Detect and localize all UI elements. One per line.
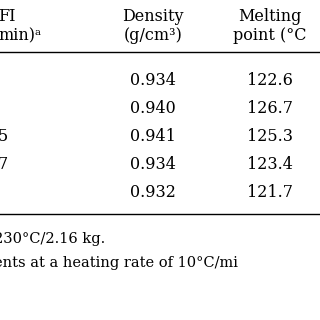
Text: (g/cm³): (g/cm³) xyxy=(124,27,182,44)
Text: Density: Density xyxy=(122,8,184,25)
Text: 230°C/2.16 kg.: 230°C/2.16 kg. xyxy=(0,232,105,246)
Text: 122.6: 122.6 xyxy=(247,72,293,89)
Text: 0.941: 0.941 xyxy=(130,128,176,145)
Text: ents at a heating rate of 10°C/mi: ents at a heating rate of 10°C/mi xyxy=(0,256,238,270)
Text: 5: 5 xyxy=(0,128,8,145)
Text: 123.4: 123.4 xyxy=(247,156,293,173)
Text: min)ᵃ: min)ᵃ xyxy=(0,27,41,44)
Text: 0.940: 0.940 xyxy=(130,100,176,117)
Text: 0.932: 0.932 xyxy=(130,184,176,201)
Text: 126.7: 126.7 xyxy=(247,100,293,117)
Text: 121.7: 121.7 xyxy=(247,184,293,201)
Text: 125.3: 125.3 xyxy=(247,128,293,145)
Text: 0.934: 0.934 xyxy=(130,72,176,89)
Text: 0.934: 0.934 xyxy=(130,156,176,173)
Text: FI: FI xyxy=(0,8,15,25)
Text: point (°C: point (°C xyxy=(233,27,307,44)
Text: 7: 7 xyxy=(0,156,8,173)
Text: Melting: Melting xyxy=(238,8,302,25)
